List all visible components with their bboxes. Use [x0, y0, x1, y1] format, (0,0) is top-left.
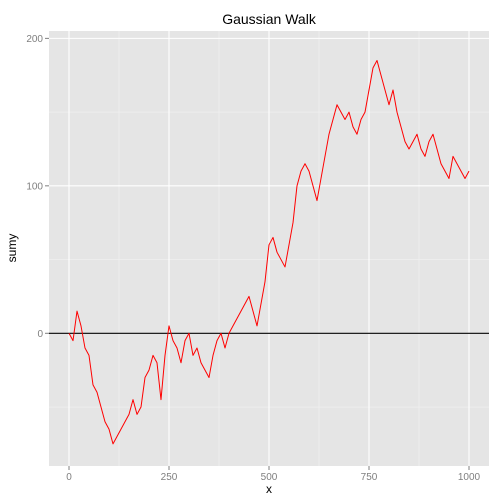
y-axis-title: sumy	[5, 234, 19, 263]
chart-title: Gaussian Walk	[222, 11, 317, 27]
x-tick-label: 0	[66, 472, 72, 483]
y-tick-label: 0	[37, 329, 43, 340]
x-tick-label: 1000	[458, 472, 481, 483]
y-tick-label: 200	[26, 34, 43, 45]
x-axis-title: x	[266, 482, 272, 496]
x-tick-label: 250	[161, 472, 178, 483]
x-tick-label: 750	[361, 472, 378, 483]
y-tick-label: 100	[26, 181, 43, 192]
